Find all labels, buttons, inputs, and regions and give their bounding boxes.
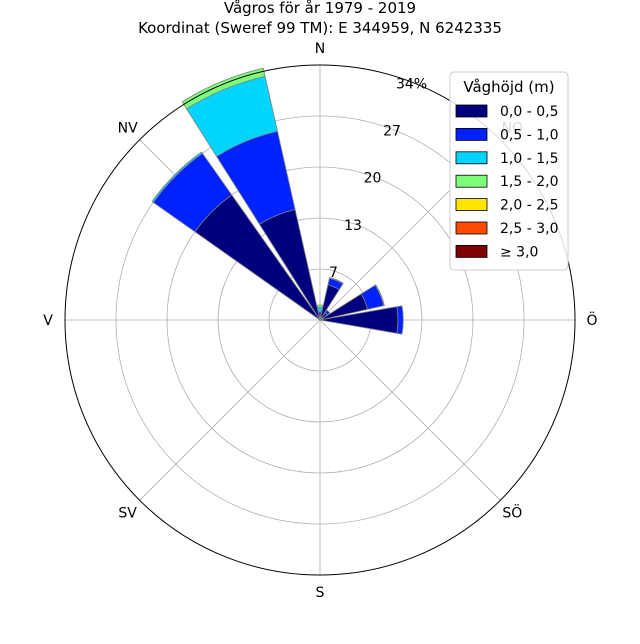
- legend-swatch: [455, 151, 488, 165]
- rose-bar-segment: [324, 309, 331, 316]
- legend-swatch: [455, 221, 488, 235]
- rose-bars: [151, 67, 404, 335]
- chart-title: Vågros för år 1979 - 2019: [224, 0, 416, 17]
- direction-label: N: [315, 41, 325, 57]
- direction-label: NV: [118, 121, 138, 137]
- outer-circle: [64, 64, 576, 576]
- legend-label: ≥ 3,0: [500, 244, 538, 260]
- grid-spoke: [139, 319, 321, 501]
- radial-tick-label: 27: [383, 124, 401, 140]
- rose-bar-segment: [316, 304, 324, 308]
- legend-label: 2,5 - 3,0: [500, 221, 558, 237]
- legend-label: 0,0 - 0,5: [500, 104, 558, 120]
- rose-bar-segment: [328, 277, 344, 285]
- radial-tick-label: 7: [329, 265, 338, 281]
- legend-label: 0,5 - 1,0: [500, 127, 558, 143]
- legend: Våghöjd (m) 0,0 - 0,5 0,5 - 1,0 1,0 - 1,5 1…: [449, 71, 569, 271]
- legend-items: 0,0 - 0,5 0,5 - 1,0 1,0 - 1,5 1,5 - 2,0 2,0 …: [455, 104, 558, 260]
- legend-swatch: [455, 104, 488, 118]
- direction-label: S: [316, 585, 325, 601]
- legend-swatch: [455, 198, 488, 212]
- legend-swatch: [455, 127, 488, 141]
- chart-subtitle: Koordinat (Sweref 99 TM): E 344959, N 62…: [138, 19, 502, 37]
- legend-swatch: [455, 244, 488, 258]
- radial-tick-label: 13: [344, 218, 362, 234]
- direction-label: SV: [118, 505, 137, 521]
- direction-label: V: [43, 313, 53, 329]
- rose-bar-segment: [151, 151, 203, 203]
- legend-frame: [449, 71, 569, 271]
- legend-swatch: [455, 174, 488, 188]
- radial-tick-labels: 7 13 20 27 34%: [329, 76, 427, 280]
- radial-tick-label: 34%: [396, 76, 427, 92]
- radial-tick-label: 20: [364, 171, 382, 187]
- legend-title: Våghöjd (m): [463, 78, 554, 96]
- direction-label: Ö: [586, 311, 597, 329]
- direction-label: SÖ: [502, 503, 522, 521]
- legend-label: 1,0 - 1,5: [500, 151, 558, 167]
- rose-bar-segment: [317, 306, 323, 313]
- rose-bar-segment: [396, 305, 404, 335]
- grid-spoke: [319, 319, 501, 501]
- rose-bar-segment: [374, 284, 385, 307]
- rose-bar-segment: [181, 67, 266, 110]
- legend-label: 1,5 - 2,0: [500, 174, 558, 190]
- legend-label: 2,0 - 2,5: [500, 198, 558, 214]
